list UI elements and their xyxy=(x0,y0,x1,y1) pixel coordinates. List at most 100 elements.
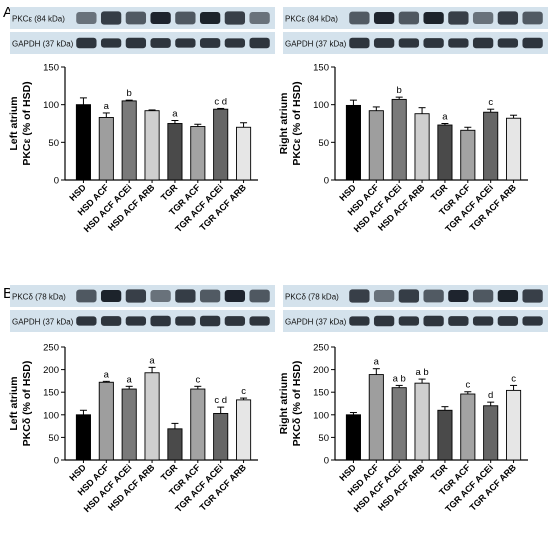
pkc-blot-row: PKCε (84 kDa) xyxy=(283,7,548,29)
bar-hsd-acf-acei xyxy=(121,388,137,461)
bar-hsd xyxy=(345,414,361,461)
y-tick-label: 50 xyxy=(48,138,59,149)
significance-label-tgr-acf-acei: d xyxy=(488,390,493,401)
blot-band xyxy=(175,11,196,25)
blot-band xyxy=(199,315,221,327)
blot-band xyxy=(398,11,420,25)
blot-band xyxy=(448,11,469,25)
bar-hsd-acf-acei xyxy=(121,100,137,181)
significance-label-tgr-acf-acei: c d xyxy=(214,96,227,107)
blot-band xyxy=(224,38,246,48)
blot-band xyxy=(199,289,221,303)
blot-band xyxy=(175,289,196,303)
blot-band xyxy=(349,289,370,303)
blot-label: GAPDH (37 kDa) xyxy=(12,318,74,327)
blot-band xyxy=(522,316,543,326)
significance-label-hsd-acf: a xyxy=(374,357,380,368)
blot-band xyxy=(224,11,246,25)
y-tick-label: 100 xyxy=(313,100,329,111)
bar-hsd-acf xyxy=(98,117,114,181)
blot-band xyxy=(249,316,270,326)
y-tick-label: 100 xyxy=(313,410,329,421)
y-tick-label: 100 xyxy=(43,100,59,111)
blot-band xyxy=(100,11,122,25)
bar-tgr xyxy=(167,123,183,181)
bar-tgr-acf-arb xyxy=(506,389,522,461)
blot-band xyxy=(349,316,370,326)
blot-label: GAPDH (37 kDa) xyxy=(12,40,74,49)
blot-band xyxy=(76,37,97,49)
blot-band xyxy=(125,289,147,303)
blot-band xyxy=(472,316,494,326)
significance-label-tgr-acf-acei: c xyxy=(488,97,493,108)
y-tick-label: 0 xyxy=(324,456,329,467)
blot-band xyxy=(398,316,420,326)
blot-band xyxy=(100,316,122,326)
gapdh-blot-row: GAPDH (37 kDa) xyxy=(10,310,275,332)
bar-hsd-acf-arb xyxy=(144,372,160,461)
y-axis-label-line2: PKCε (% of HSD) xyxy=(291,81,303,165)
blot-band xyxy=(349,11,370,25)
bar-tgr-acf xyxy=(460,129,476,181)
blot-band xyxy=(175,38,196,48)
bar-tgr-acf xyxy=(190,388,206,461)
blot-label: PKCε (84 kDa) xyxy=(12,15,65,24)
bar-tgr-acf-acei xyxy=(213,108,229,181)
y-tick-label: 150 xyxy=(313,388,329,399)
chart-a-left-atrium: PKCε (84 kDa) GAPDH (37 kDa) 0 50 100 150 Left… xyxy=(8,7,275,234)
gapdh-blot-row: GAPDH (37 kDa) xyxy=(283,310,548,332)
blot-band xyxy=(448,316,469,326)
blot-band xyxy=(373,38,395,48)
blot-band xyxy=(423,38,444,48)
gapdh-blot-row: GAPDH (37 kDa) xyxy=(283,32,548,54)
y-tick-label: 150 xyxy=(43,63,59,74)
blot-label: PKCε (84 kDa) xyxy=(285,15,338,24)
blot-band xyxy=(423,11,444,25)
y-axis-label-line1: Left atrium xyxy=(8,376,20,430)
bar-tgr-acf-arb xyxy=(236,399,252,461)
bar-tgr-acf xyxy=(190,126,206,181)
y-tick-label: 50 xyxy=(318,433,329,444)
bar-tgr-acf-arb xyxy=(236,126,252,181)
y-axis-label-line2: PKCδ (% of HSD) xyxy=(291,361,303,447)
blot-band xyxy=(224,289,246,303)
blot-band xyxy=(497,289,519,303)
y-axis-label-line1: Right atrium xyxy=(278,93,290,155)
y-axis-label-line1: Left atrium xyxy=(8,96,20,150)
y-tick-label: 150 xyxy=(313,63,329,74)
significance-label-hsd-acf-acei: b xyxy=(397,85,402,96)
pkc-blot-row: PKCε (84 kDa) xyxy=(10,7,275,29)
blot-label: GAPDH (37 kDa) xyxy=(285,40,347,49)
panel-a-letter: A xyxy=(3,4,13,21)
blot-band xyxy=(472,37,494,49)
y-axis-label-line2: PKCε (% of HSD) xyxy=(21,81,33,165)
bar-hsd-acf-arb xyxy=(414,113,430,181)
blot-band xyxy=(448,289,469,303)
y-tick-label: 250 xyxy=(43,343,59,354)
blot-band xyxy=(497,38,519,48)
blot-band xyxy=(125,11,147,25)
blot-band xyxy=(76,289,97,303)
significance-label-tgr-acf-arb: c xyxy=(511,373,516,384)
bar-hsd xyxy=(75,414,91,461)
blot-band xyxy=(472,11,494,25)
blot-band xyxy=(150,11,171,25)
bar-hsd-acf-arb xyxy=(414,382,430,461)
blot-label: PKCδ (78 kDa) xyxy=(285,293,339,302)
blot-band xyxy=(497,316,519,326)
significance-label-tgr-acf-arb: c xyxy=(241,386,246,397)
blot-band xyxy=(100,289,122,303)
significance-label-tgr-acf-acei: c d xyxy=(214,395,227,406)
bar-tgr xyxy=(437,124,453,181)
significance-label-hsd-acf-acei: b xyxy=(127,88,132,99)
chart-a-right-atrium: PKCε (84 kDa) GAPDH (37 kDa) 0 50 100 150 Righ… xyxy=(278,7,548,234)
blot-band xyxy=(76,11,97,25)
blot-band xyxy=(76,316,97,326)
blot-band xyxy=(373,315,395,327)
bar-tgr xyxy=(437,409,453,461)
bar-hsd-acf-arb xyxy=(144,110,160,181)
significance-label-tgr: a xyxy=(442,112,448,123)
significance-label-hsd-acf: a xyxy=(104,369,110,380)
bar-tgr-acf-acei xyxy=(483,111,499,181)
